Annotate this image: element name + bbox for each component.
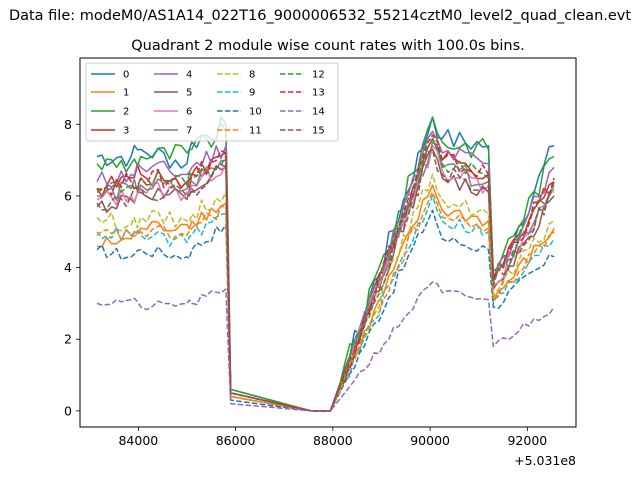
- y-tick-label: 4: [64, 260, 72, 275]
- series-line-2: [96, 116, 555, 412]
- series-line-6: [96, 145, 555, 412]
- legend-label-14: 14: [312, 107, 325, 118]
- legend-label-10: 10: [249, 107, 262, 118]
- legend-label-8: 8: [249, 70, 255, 81]
- legend-label-6: 6: [186, 107, 192, 118]
- x-axis: 84000 86000 88000 90000 92000: [118, 427, 547, 448]
- legend-label-2: 2: [123, 107, 129, 118]
- series-line-10: [96, 209, 555, 412]
- x-tick-label: 92000: [507, 433, 547, 448]
- x-tick-label: 88000: [313, 433, 353, 448]
- y-tick-label: 2: [64, 332, 72, 347]
- legend-label-5: 5: [186, 88, 192, 99]
- legend-frame: [85, 62, 339, 142]
- x-tick-label: 86000: [216, 433, 256, 448]
- plot-area: 84000 86000 88000 90000 92000 0 2 4 6 8 +5.031e8: [64, 57, 577, 468]
- legend-label-12: 12: [312, 70, 325, 81]
- series-line-3: [96, 137, 555, 412]
- series-layer: [96, 116, 555, 412]
- legend-label-4: 4: [186, 70, 192, 81]
- legend-label-15: 15: [312, 126, 325, 137]
- legend-label-0: 0: [123, 70, 129, 81]
- plot-frame: [79, 57, 577, 428]
- series-line-12: [96, 137, 555, 412]
- y-tick-label: 6: [64, 188, 72, 203]
- series-line-15: [96, 148, 555, 412]
- series-line-14: [96, 281, 555, 412]
- legend-label-9: 9: [249, 88, 255, 99]
- y-tick-label: 0: [64, 403, 72, 418]
- y-axis: 0 2 4 6 8: [64, 117, 80, 418]
- y-tick-label: 8: [64, 117, 72, 132]
- series-line-11: [96, 191, 555, 412]
- legend-label-7: 7: [186, 126, 192, 137]
- legend-label-11: 11: [249, 126, 262, 137]
- series-line-0: [96, 116, 555, 412]
- chart-title: Quadrant 2 module wise count rates with …: [131, 38, 525, 54]
- x-tick-label: 90000: [410, 433, 450, 448]
- legend-label-1: 1: [123, 88, 129, 99]
- x-tick-label: 84000: [118, 433, 158, 448]
- series-line-8: [96, 173, 555, 412]
- x-axis-offset-label: +5.031e8: [514, 453, 576, 468]
- legend-label-3: 3: [123, 126, 129, 137]
- legend-label-13: 13: [312, 88, 325, 99]
- series-line-4: [96, 130, 555, 412]
- suptitle: Data file: modeM0/AS1A14_022T16_90000065…: [9, 8, 631, 24]
